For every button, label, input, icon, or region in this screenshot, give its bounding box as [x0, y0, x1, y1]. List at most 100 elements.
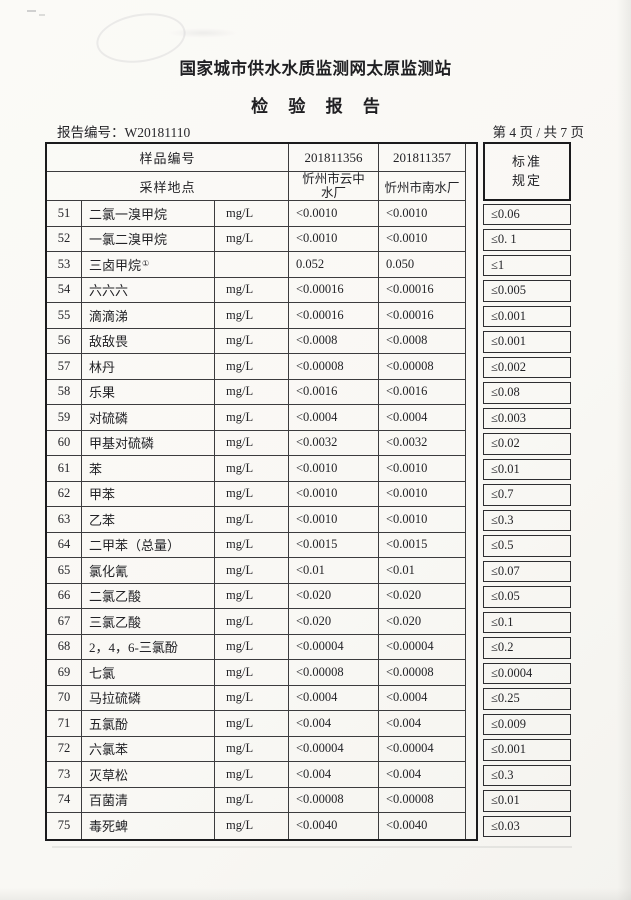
sample2-value: <0.00008: [379, 354, 466, 380]
row-number: 66: [47, 583, 82, 609]
unit-cell: mg/L: [215, 583, 289, 609]
standard-limit-box: ≤0.001: [483, 305, 571, 327]
row-number: 63: [47, 507, 82, 533]
row-number: 71: [47, 711, 82, 737]
report-number-label: 报告编号：: [57, 125, 125, 140]
row-number: 54: [47, 277, 82, 303]
standard-limit-cell: ≤0.003: [483, 405, 571, 431]
table-header-row-sampling-site: 采样地点 忻州市云中水厂 忻州市南水厂: [47, 172, 476, 201]
table-gap-strip: [466, 788, 476, 814]
table-row: 61 苯 mg/L <0.0010 <0.0010: [47, 456, 476, 482]
sample1-value: <0.00004: [289, 634, 379, 660]
standard-limit-box: ≤1: [483, 254, 571, 276]
sample2-value: <0.004: [379, 762, 466, 788]
header-sampling-site-label: 采样地点: [47, 172, 289, 201]
unit-cell: mg/L: [215, 379, 289, 405]
standard-limit-cell: ≤0.3: [483, 762, 571, 788]
standard-limit-cell: ≤0.002: [483, 354, 571, 380]
sample1-value: <0.0016: [289, 379, 379, 405]
parameter-name-text: 敌敌畏: [89, 334, 129, 350]
standard-limit-cell: ≤0.0004: [483, 660, 571, 686]
table-row: 56 敌敌畏 mg/L <0.0008 <0.0008: [47, 328, 476, 354]
table-gap-strip: [466, 405, 476, 431]
standard-limit-box: ≤0.06: [483, 203, 571, 225]
row-number: 60: [47, 430, 82, 456]
unit-cell: mg/L: [215, 609, 289, 635]
sample1-value: <0.020: [289, 583, 379, 609]
table-gap-strip: [466, 144, 476, 172]
table-row: 72 六氯苯 mg/L <0.00004 <0.00004: [47, 736, 476, 762]
table-gap-strip: [466, 584, 476, 610]
standard-limit-box: ≤0.3: [483, 509, 571, 531]
table-gap-strip: [466, 278, 476, 304]
sample2-value: <0.00004: [379, 634, 466, 660]
parameter-name-text: 七氯: [89, 665, 116, 681]
parameter-name: 氯化氰: [82, 558, 215, 584]
sample2-value: <0.01: [379, 558, 466, 584]
parameter-name-text: 二氯乙酸: [89, 589, 142, 605]
row-number: 73: [47, 762, 82, 788]
sample1-value: <0.0010: [289, 201, 379, 227]
results-table: 样品编号 201811356 201811357 采样地点 忻州市云中水厂 忻州…: [45, 142, 478, 841]
parameter-name-text: 乐果: [89, 385, 116, 401]
standard-limit-header-line1: 标准: [511, 153, 542, 169]
sample1-value: <0.00016: [289, 303, 379, 329]
parameter-name-text: 百菌清: [89, 793, 129, 809]
parameter-name: 甲基对硫磷: [82, 430, 215, 456]
scan-smudge: [168, 28, 238, 38]
sample2-value: <0.0008: [379, 328, 466, 354]
standard-limit-box: ≤0.001: [483, 739, 571, 761]
parameter-name: 二氯一溴甲烷: [82, 201, 215, 227]
standard-limit-box: ≤0.001: [483, 331, 571, 353]
scan-speck: [27, 10, 36, 12]
sample2-value: <0.0004: [379, 685, 466, 711]
sample1-value: <0.00008: [289, 660, 379, 686]
table-row: 52 一氯二溴甲烷 mg/L <0.0010 <0.0010: [47, 226, 476, 253]
parameter-name-text: 灭草松: [89, 767, 129, 783]
unit-cell: mg/L: [215, 430, 289, 456]
row-number: 51: [47, 201, 82, 227]
standard-limit-box: ≤0.009: [483, 713, 571, 735]
row-number: 57: [47, 354, 82, 380]
unit-cell: mg/L: [215, 507, 289, 533]
sample1-value: <0.0010: [289, 481, 379, 507]
standard-limit-cell: ≤0.25: [483, 686, 571, 712]
parameter-name: 对硫磷: [82, 405, 215, 431]
header-sample2-site: 忻州市南水厂: [379, 172, 466, 201]
header-sample2-id: 201811357: [379, 144, 466, 172]
standard-limit-cell: ≤0.03: [483, 813, 571, 839]
report-title: 检 验 报 告: [251, 97, 388, 116]
standard-limit-box: ≤0.7: [483, 484, 571, 506]
standard-limit-cell: ≤0. 1: [483, 227, 571, 253]
unit-cell: mg/L: [215, 481, 289, 507]
parameter-name: 二氯乙酸: [82, 583, 215, 609]
row-number: 67: [47, 609, 82, 635]
unit-cell: mg/L: [215, 634, 289, 660]
table-row: 59 对硫磷 mg/L <0.0004 <0.0004: [47, 405, 476, 431]
parameter-name-text: 氯化氰: [89, 563, 129, 579]
standard-limit-box: ≤0.01: [483, 790, 571, 812]
standard-limit-cell: ≤0.3: [483, 507, 571, 533]
sample2-value: <0.0010: [379, 456, 466, 482]
row-number: 64: [47, 532, 82, 558]
parameter-name: 七氯: [82, 660, 215, 686]
parameter-name-text: 乙苯: [89, 512, 116, 528]
table-gap-strip: [466, 227, 476, 253]
scan-smudge-line: [52, 846, 572, 848]
header-sample1-id: 201811356: [289, 144, 379, 172]
standard-limit-cell: ≤0.1: [483, 609, 571, 635]
parameter-name-text: 六氯苯: [89, 742, 129, 758]
sample2-value: <0.020: [379, 583, 466, 609]
unit-cell: mg/L: [215, 736, 289, 762]
standard-limit-cell: ≤0.08: [483, 380, 571, 406]
organization-title: 国家城市供水水质监测网太原监测站: [179, 59, 452, 78]
standard-limit-box: ≤0.07: [483, 560, 571, 582]
table-gap-strip: [466, 558, 476, 584]
standard-limit-cell: ≤0.5: [483, 533, 571, 559]
sample2-value: <0.00008: [379, 787, 466, 813]
parameter-name: 乙苯: [82, 507, 215, 533]
table-row: 58 乐果 mg/L <0.0016 <0.0016: [47, 379, 476, 405]
parameter-name: 林丹: [82, 354, 215, 380]
table-gap-strip: [466, 431, 476, 457]
standard-limit-cell: ≤0.02: [483, 431, 571, 457]
